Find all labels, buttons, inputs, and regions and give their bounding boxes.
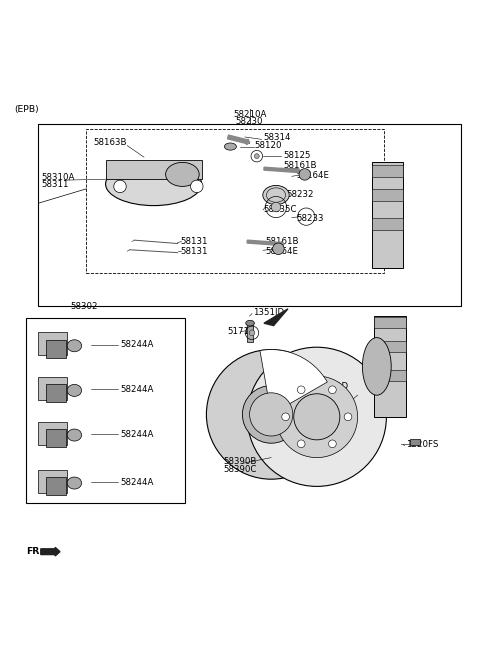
- Text: 58161B: 58161B: [283, 161, 317, 171]
- Bar: [374, 341, 406, 352]
- Ellipse shape: [362, 338, 391, 395]
- Circle shape: [191, 180, 203, 193]
- Bar: [46, 340, 66, 358]
- Text: 58164E: 58164E: [265, 247, 299, 256]
- Circle shape: [344, 413, 352, 420]
- Text: 58390C: 58390C: [223, 464, 257, 474]
- Bar: [46, 477, 66, 495]
- Circle shape: [271, 202, 281, 212]
- Text: 58235C: 58235C: [263, 205, 297, 214]
- Ellipse shape: [166, 163, 199, 186]
- Bar: [247, 323, 253, 342]
- Ellipse shape: [106, 163, 202, 205]
- Bar: [372, 165, 403, 177]
- Circle shape: [242, 386, 300, 443]
- Text: 58230: 58230: [236, 117, 264, 126]
- Ellipse shape: [67, 477, 82, 489]
- Circle shape: [273, 243, 284, 255]
- Bar: [26, 318, 185, 503]
- Circle shape: [282, 413, 289, 420]
- Circle shape: [299, 169, 311, 180]
- Text: 58302: 58302: [70, 302, 98, 311]
- Text: (EPB): (EPB): [14, 105, 39, 113]
- Ellipse shape: [67, 429, 82, 441]
- Bar: [374, 317, 406, 328]
- Text: 58244A: 58244A: [120, 478, 154, 487]
- Ellipse shape: [224, 143, 236, 150]
- Text: 58210A: 58210A: [233, 110, 266, 119]
- FancyArrow shape: [247, 240, 284, 247]
- FancyArrow shape: [228, 135, 250, 144]
- Circle shape: [298, 440, 305, 447]
- Bar: [46, 429, 66, 447]
- Circle shape: [298, 386, 305, 394]
- Text: 58311: 58311: [42, 180, 69, 190]
- Circle shape: [206, 350, 336, 479]
- Text: 58164E: 58164E: [296, 171, 329, 180]
- Text: 58131: 58131: [180, 247, 207, 256]
- Circle shape: [328, 440, 336, 447]
- Bar: [38, 470, 67, 493]
- Circle shape: [247, 347, 386, 486]
- Circle shape: [328, 386, 336, 394]
- Text: 58411D: 58411D: [314, 382, 348, 391]
- Text: FR.: FR.: [26, 547, 44, 556]
- Ellipse shape: [67, 340, 82, 352]
- Polygon shape: [264, 309, 288, 325]
- Circle shape: [250, 393, 293, 436]
- Wedge shape: [260, 350, 327, 415]
- Bar: [372, 189, 403, 201]
- Bar: [38, 377, 67, 400]
- Circle shape: [276, 376, 358, 458]
- Text: 1351JD: 1351JD: [253, 308, 285, 317]
- Circle shape: [254, 154, 259, 159]
- Text: 58120: 58120: [254, 141, 282, 150]
- Ellipse shape: [67, 384, 82, 396]
- Text: 58314: 58314: [263, 133, 290, 142]
- Text: 58244A: 58244A: [120, 340, 154, 349]
- Text: 58244A: 58244A: [120, 385, 154, 394]
- Ellipse shape: [246, 320, 254, 326]
- Bar: [38, 422, 67, 445]
- Bar: [38, 124, 461, 306]
- Text: 58163B: 58163B: [94, 138, 127, 147]
- Bar: [38, 333, 67, 356]
- Text: 58131: 58131: [180, 237, 207, 245]
- Bar: [106, 160, 202, 179]
- Text: 1220FS: 1220FS: [406, 440, 438, 449]
- Bar: [372, 163, 403, 268]
- Text: 58244A: 58244A: [120, 430, 154, 439]
- Circle shape: [249, 330, 255, 336]
- Bar: [46, 384, 66, 402]
- Circle shape: [294, 394, 340, 440]
- Text: 58232: 58232: [287, 190, 314, 199]
- Text: 58161B: 58161B: [265, 237, 299, 245]
- Text: 51711: 51711: [227, 327, 254, 337]
- Ellipse shape: [263, 186, 289, 205]
- Bar: [410, 439, 420, 445]
- Text: 58390B: 58390B: [223, 457, 257, 466]
- FancyArrow shape: [264, 167, 301, 173]
- Text: 58125: 58125: [283, 151, 311, 159]
- Bar: [86, 129, 384, 273]
- FancyArrow shape: [41, 547, 60, 556]
- Text: 58233: 58233: [296, 214, 324, 222]
- Circle shape: [251, 150, 263, 162]
- Text: 58310A: 58310A: [42, 173, 75, 182]
- Bar: [372, 218, 403, 230]
- Bar: [374, 370, 406, 380]
- Bar: [374, 316, 406, 417]
- Circle shape: [114, 180, 126, 193]
